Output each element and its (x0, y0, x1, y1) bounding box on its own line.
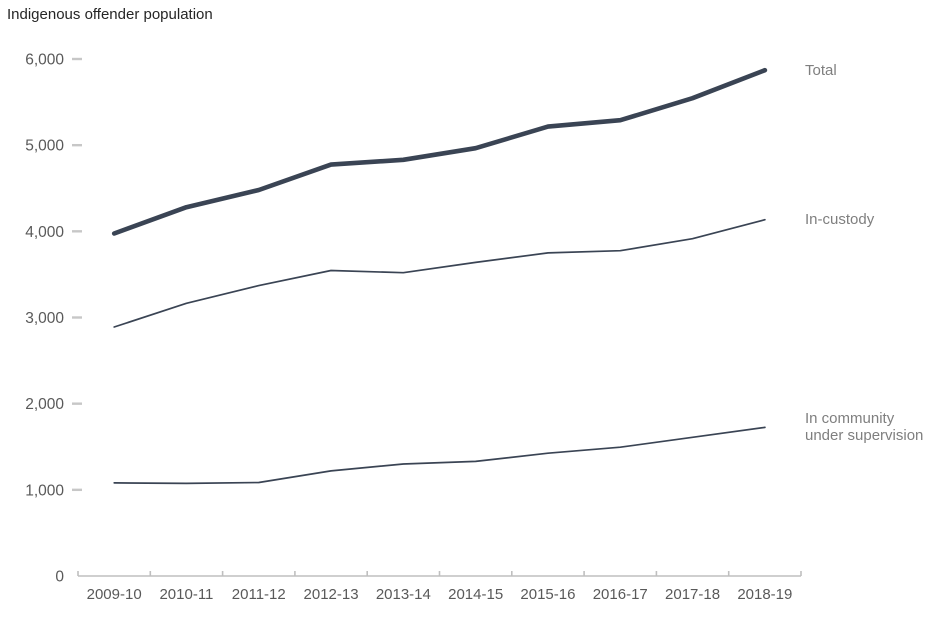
series-line-total (111, 67, 768, 236)
x-tick-label: 2014-15 (448, 586, 503, 603)
x-tick-label: 2016-17 (593, 586, 648, 603)
x-tick-label: 2015-16 (520, 586, 575, 603)
y-tick-label: 6,000 (25, 52, 64, 69)
y-tick-label: 2,000 (25, 396, 64, 413)
x-tick-label: 2013-14 (376, 586, 431, 603)
x-tick-label: 2018-19 (737, 586, 792, 603)
y-tick-label: 1,000 (25, 482, 64, 499)
y-tick-label: 0 (55, 569, 64, 586)
y-tick-label: 3,000 (25, 310, 64, 327)
y-tick-label: 5,000 (25, 138, 64, 155)
series-line-in-community-under-supervision (113, 426, 766, 485)
y-tick-label: 4,000 (25, 224, 64, 241)
x-tick-label: 2012-13 (304, 586, 359, 603)
series-line-in-custody (113, 218, 766, 328)
chart-title: Indigenous offender population (7, 6, 213, 23)
x-tick-label: 2011-12 (232, 586, 286, 603)
x-tick-label: 2010-11 (159, 586, 213, 603)
x-tick-label: 2009-10 (87, 586, 142, 603)
x-tick-label: 2017-18 (665, 586, 720, 603)
